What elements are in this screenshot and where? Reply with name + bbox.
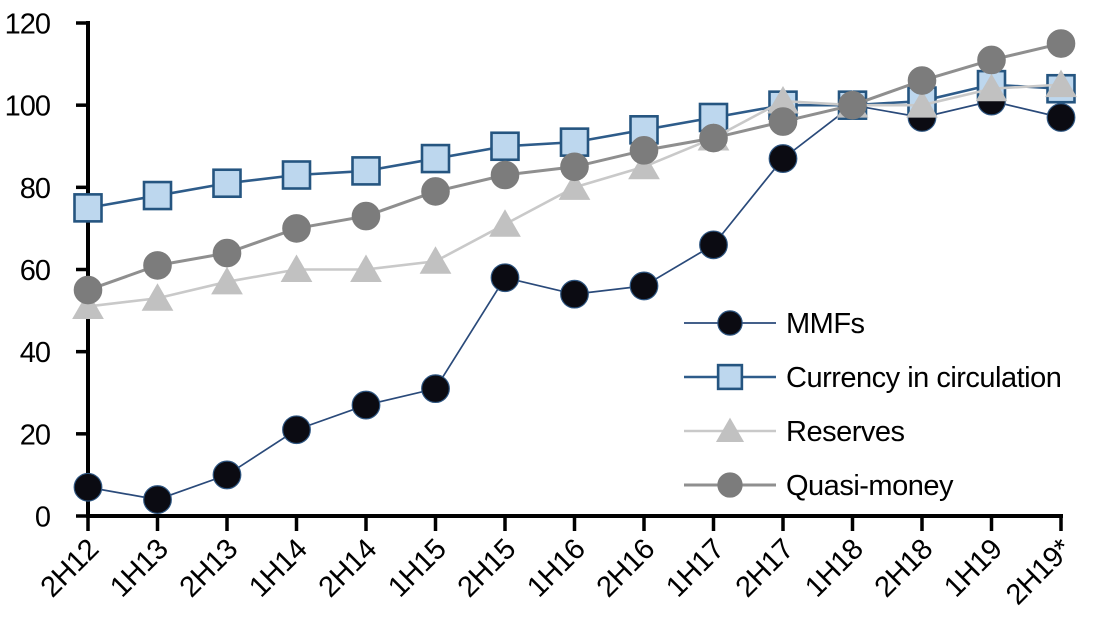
y-tick-label: 80 bbox=[20, 173, 50, 205]
y-tick-label: 120 bbox=[5, 9, 50, 41]
marker-reserves bbox=[211, 266, 243, 295]
x-tick-label: 1H19 bbox=[938, 533, 1008, 603]
y-tick-label: 60 bbox=[20, 255, 50, 287]
marker-currency-in-circulation bbox=[490, 131, 520, 162]
x-tick-label: 1H14 bbox=[243, 533, 313, 603]
x-tick-label: 2H19* bbox=[1000, 533, 1078, 611]
marker-currency-in-circulation bbox=[559, 127, 590, 157]
marker-quasi-money bbox=[143, 251, 172, 280]
marker-reserves bbox=[558, 172, 591, 200]
marker-mmfs bbox=[768, 144, 798, 173]
marker-reserves bbox=[1045, 69, 1077, 98]
legend-label-currency-in-circulation: Currency in circulation bbox=[786, 362, 1061, 394]
x-tick-label: 1H13 bbox=[104, 533, 174, 603]
x-tick-label: 1H18 bbox=[799, 533, 869, 603]
marker-quasi-money bbox=[73, 275, 103, 305]
marker-quasi-money bbox=[421, 177, 450, 206]
legend-marker-reserves bbox=[715, 417, 745, 443]
marker-mmfs bbox=[282, 415, 311, 445]
legend-marker-mmfs bbox=[717, 310, 743, 336]
marker-currency-in-circulation bbox=[351, 156, 381, 186]
marker-reserves bbox=[350, 254, 382, 282]
marker-quasi-money bbox=[838, 90, 867, 120]
marker-quasi-money bbox=[560, 152, 589, 182]
x-tick-label: 2H16 bbox=[591, 533, 661, 603]
marker-reserves bbox=[280, 254, 313, 282]
marker-reserves bbox=[419, 246, 452, 274]
legend-label-mmfs: MMFs bbox=[786, 308, 865, 340]
legend-marker-quasi-money bbox=[717, 472, 743, 498]
y-tick-label: 20 bbox=[20, 419, 50, 451]
marker-mmfs bbox=[629, 271, 659, 301]
marker-reserves bbox=[906, 90, 938, 118]
marker-quasi-money bbox=[490, 160, 520, 190]
x-tick-label: 2H15 bbox=[452, 533, 522, 603]
marker-currency-in-circulation bbox=[73, 193, 103, 223]
x-tick-label: 1H17 bbox=[660, 533, 730, 603]
marker-quasi-money bbox=[282, 214, 311, 243]
marker-reserves bbox=[975, 73, 1008, 102]
x-tick-label: 2H17 bbox=[730, 533, 800, 603]
x-tick-label: 2H18 bbox=[869, 533, 939, 603]
legend-marker-currency-in-circulation bbox=[716, 363, 744, 391]
marker-quasi-money bbox=[699, 123, 728, 153]
marker-mmfs bbox=[212, 460, 242, 490]
x-tick-label: 2H12 bbox=[35, 533, 105, 603]
y-tick-label: 100 bbox=[5, 91, 50, 123]
marker-quasi-money bbox=[977, 45, 1006, 75]
marker-mmfs bbox=[560, 279, 589, 309]
marker-currency-in-circulation bbox=[142, 180, 173, 211]
y-tick-label: 40 bbox=[20, 337, 50, 369]
legend-label-quasi-money: Quasi-money bbox=[786, 470, 954, 502]
marker-mmfs bbox=[1046, 103, 1076, 132]
marker-mmfs bbox=[699, 230, 728, 260]
legend-label-reserves: Reserves bbox=[786, 416, 905, 448]
x-tick-label: 2H14 bbox=[313, 533, 383, 603]
marker-mmfs bbox=[143, 485, 172, 514]
marker-reserves bbox=[72, 291, 104, 319]
y-tick-label: 0 bbox=[35, 502, 50, 534]
x-tick-label: 2H13 bbox=[174, 533, 244, 603]
marker-mmfs bbox=[490, 263, 520, 293]
marker-mmfs bbox=[421, 374, 450, 404]
marker-quasi-money bbox=[907, 66, 937, 95]
marker-currency-in-circulation bbox=[420, 143, 451, 174]
marker-quasi-money bbox=[768, 107, 798, 136]
marker-currency-in-circulation bbox=[212, 168, 242, 199]
x-tick-label: 1H15 bbox=[382, 533, 452, 603]
marker-quasi-money bbox=[212, 238, 242, 268]
marker-quasi-money bbox=[1046, 29, 1076, 58]
marker-quasi-money bbox=[629, 136, 659, 165]
marker-mmfs bbox=[73, 472, 103, 502]
marker-quasi-money bbox=[351, 201, 381, 231]
marker-reserves bbox=[628, 151, 660, 180]
marker-reserves bbox=[489, 209, 521, 237]
marker-reserves bbox=[141, 283, 174, 311]
marker-currency-in-circulation bbox=[281, 160, 312, 190]
marker-mmfs bbox=[351, 390, 381, 420]
x-tick-label: 1H16 bbox=[521, 533, 591, 603]
